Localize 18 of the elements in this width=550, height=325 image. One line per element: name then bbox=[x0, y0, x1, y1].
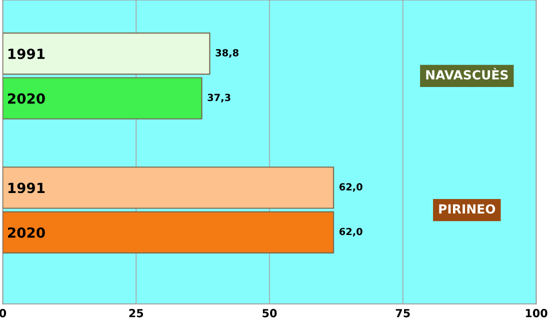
y-tick-label: 1991 bbox=[8, 182, 45, 194]
bar bbox=[2, 77, 202, 120]
y-tick-label: 2020 bbox=[8, 93, 45, 104]
y-tick-label: 2020 bbox=[8, 227, 45, 238]
x-tick-label: 100 bbox=[526, 308, 548, 318]
data-label: 37,3 bbox=[208, 94, 230, 102]
x-tick-label: 25 bbox=[129, 308, 144, 318]
data-label: 38,8 bbox=[216, 49, 238, 58]
data-label: 62,0 bbox=[339, 228, 362, 236]
annotation: PIRINEO bbox=[439, 204, 496, 214]
bar bbox=[2, 32, 210, 75]
y-tick-label: 1991 bbox=[8, 48, 45, 60]
bar bbox=[2, 211, 334, 254]
x-tick-label: 50 bbox=[262, 308, 277, 318]
bar bbox=[2, 166, 334, 209]
data-label: 62,0 bbox=[339, 183, 362, 192]
x-tick-label: 75 bbox=[396, 309, 410, 318]
annotation: NAVASCUÈS bbox=[426, 68, 508, 80]
